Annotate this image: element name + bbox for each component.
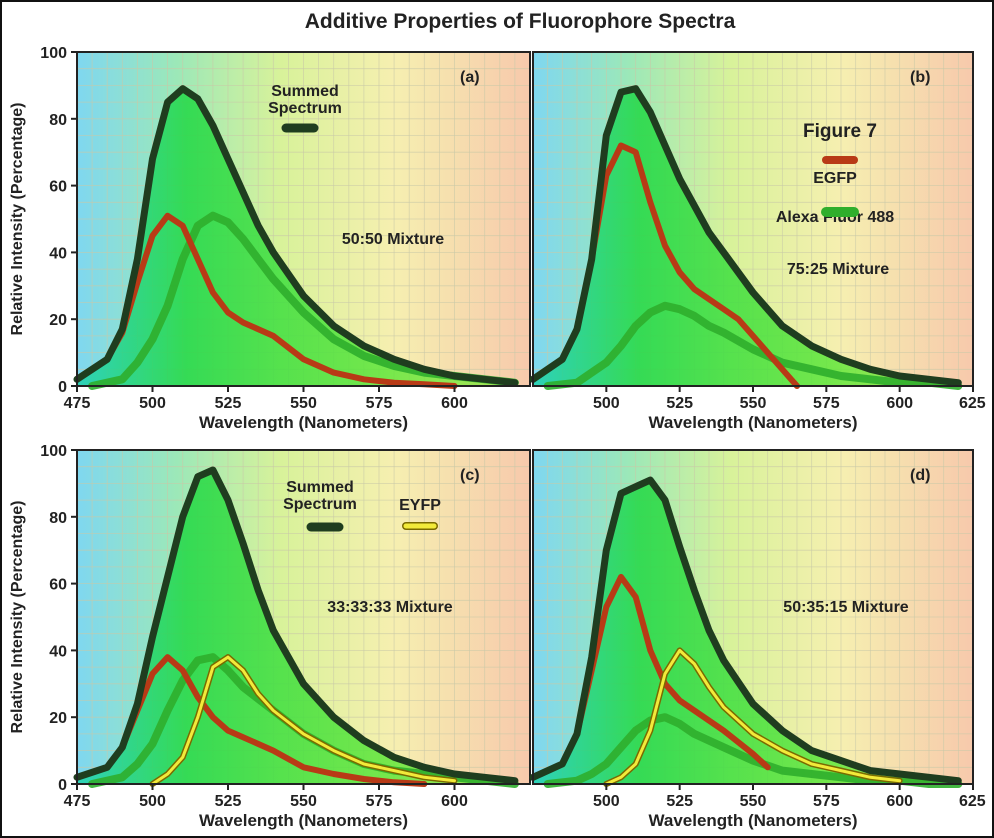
x-tick-label: 525	[666, 395, 693, 412]
mixture-label: 75:25 Mixture	[787, 261, 889, 278]
y-tick-label: 40	[49, 643, 67, 660]
x-axis-label: Wavelength (Nanometers)	[199, 413, 408, 432]
x-tick-label: 625	[959, 793, 986, 810]
y-tick-label: 60	[49, 179, 67, 196]
series-line-alexa	[543, 713, 963, 788]
chart-panel-4: 500 525 550 575 600 625 Wavelength (Nanometers…	[529, 449, 986, 830]
x-tick-label: 575	[813, 793, 840, 810]
x-tick-label: 575	[366, 793, 393, 810]
x-tick-label: 625	[959, 395, 986, 412]
panel-label: (c)	[460, 467, 480, 484]
figure-number-label: Figure 7	[803, 121, 877, 142]
y-tick-label: 0	[58, 777, 67, 794]
chart-panel-3: 475 500 525 550 575 600 0 20 40 60 80 100 Wavelength…	[9, 443, 531, 830]
x-tick-label: 600	[441, 793, 468, 810]
chart-panels: 475 500 525 550 575 600020406080100Wavelength…	[9, 45, 986, 830]
x-tick-label: 550	[740, 793, 767, 810]
series-line-summed	[529, 85, 962, 387]
y-tick-label: 100	[40, 443, 67, 460]
series-line-summed	[73, 85, 519, 387]
series-line-eyfp	[151, 655, 456, 786]
legend-entry-egfp: EGFP	[813, 156, 858, 187]
x-tick-label: 550	[290, 793, 317, 810]
series-line-alexa	[88, 653, 519, 788]
x-tick-label: 475	[64, 793, 91, 810]
x-tick-label: 575	[813, 395, 840, 412]
mixture-label: 50:50 Mixture	[342, 231, 444, 248]
x-tick-label: 500	[139, 395, 166, 412]
series-line-summed	[73, 466, 519, 785]
summed-spectrum-area	[77, 88, 515, 386]
legend-label: Summed Spectrum	[283, 479, 357, 513]
y-axis-label: Relative Intensity (Percentage)	[9, 501, 26, 734]
panel-label: (d)	[910, 467, 930, 484]
mixture-label: 50:35:15 Mixture	[783, 599, 908, 616]
summed-spectrum-area	[77, 470, 515, 784]
legend-label: EGFP	[813, 170, 857, 187]
y-tick-label: 40	[49, 245, 67, 262]
series-line-alexa	[88, 211, 519, 390]
y-axis-label: Relative Intensity (Percentage)	[9, 103, 26, 336]
x-axis-label: Wavelength (Nanometers)	[199, 811, 408, 830]
chart-panel-1: 475 500 525 550 575 600 0 20 40 60 80 100 Wavelength…	[9, 45, 531, 432]
x-tick-label: 500	[139, 793, 166, 810]
legend-label: Alexa Fluor 488	[776, 209, 894, 226]
summed-spectrum-area	[533, 480, 959, 784]
y-tick-label: 80	[49, 510, 67, 527]
x-tick-label: 475	[64, 395, 91, 412]
x-tick-label: 525	[666, 793, 693, 810]
legend-entry-eyfp: EYFP	[399, 497, 441, 530]
x-tick-label: 500	[593, 793, 620, 810]
legend-label: EYFP	[399, 497, 441, 514]
x-tick-label: 600	[886, 793, 913, 810]
x-tick-label: 550	[290, 395, 317, 412]
series-line-egfp	[74, 212, 458, 389]
mixture-label: 33:33:33 Mixture	[327, 599, 452, 616]
x-tick-label: 550	[740, 395, 767, 412]
x-tick-label: 525	[215, 395, 242, 412]
y-tick-label: 60	[49, 577, 67, 594]
x-tick-label: 575	[366, 395, 393, 412]
series-line-alexa	[543, 301, 963, 390]
x-tick-label: 600	[886, 395, 913, 412]
x-tick-label: 500	[593, 395, 620, 412]
panel-label: (b)	[910, 69, 930, 86]
y-tick-label: 80	[49, 112, 67, 129]
x-tick-label: 600	[441, 395, 468, 412]
y-tick-label: 100	[40, 45, 67, 62]
y-tick-label: 20	[49, 710, 67, 727]
y-tick-label: 0	[58, 379, 67, 396]
y-tick-label: 20	[49, 312, 67, 329]
legend-entry-summed: Summed Spectrum	[268, 83, 342, 133]
x-axis-label: Wavelength (Nanometers)	[648, 811, 857, 830]
chart-panel-2: 500 525 550 575 600 625 Wavelength (Nanometers…	[529, 51, 986, 432]
x-axis-label: Wavelength (Nanometers)	[648, 413, 857, 432]
panel-label: (a)	[460, 69, 480, 86]
series-line-eyfp	[604, 648, 902, 786]
series-line-summed	[529, 476, 962, 785]
legend-entry-alexa: Alexa Fluor 488	[776, 207, 894, 226]
legend-label: Summed Spectrum	[268, 83, 342, 117]
figure-title: Additive Properties of Fluorophore Spect…	[305, 10, 736, 33]
x-tick-label: 525	[215, 793, 242, 810]
legend-entry-summed: Summed Spectrum	[283, 479, 357, 532]
